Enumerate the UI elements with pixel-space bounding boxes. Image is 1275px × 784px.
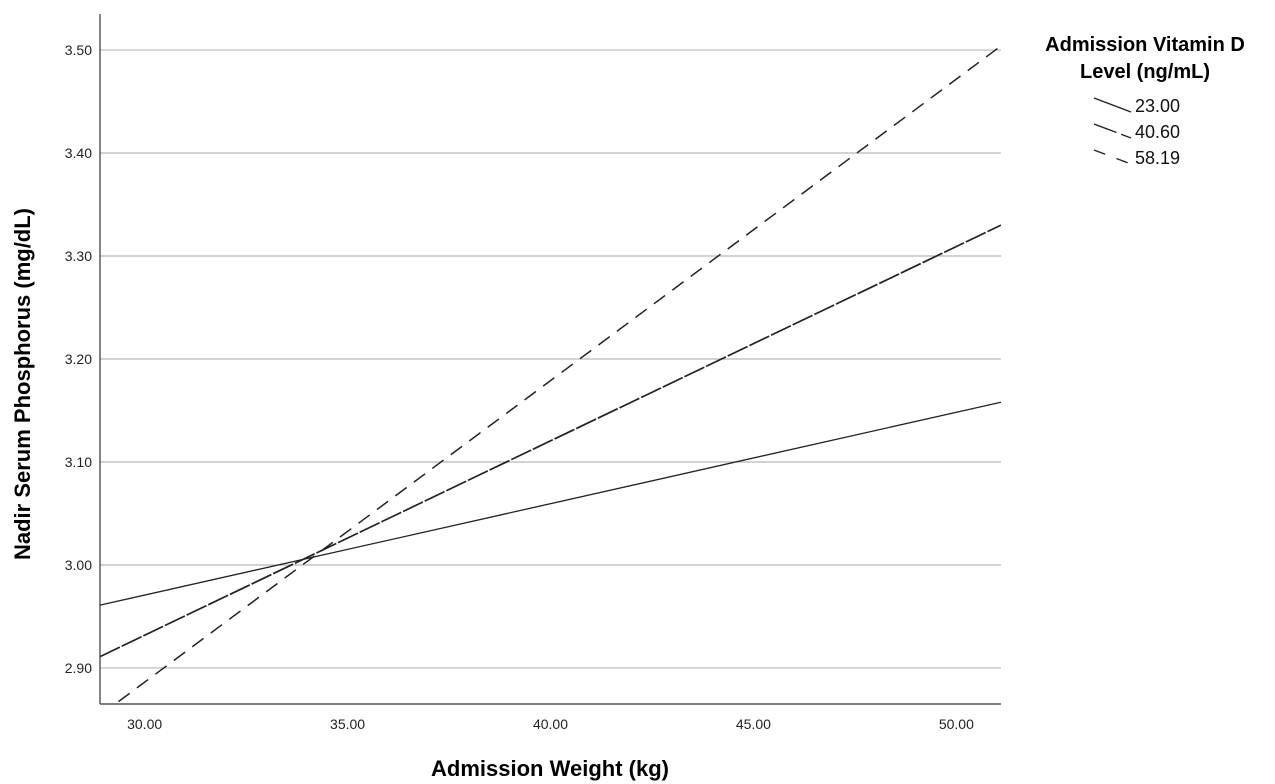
x-tick-label: 45.00	[736, 716, 771, 732]
x-axis-title: Admission Weight (kg)	[431, 756, 669, 781]
legend-swatch-23-00	[1093, 97, 1132, 113]
x-tick-label: 40.00	[533, 716, 568, 732]
legend-swatch-40-60	[1093, 123, 1132, 139]
x-tick-label: 30.00	[127, 716, 162, 732]
legend-title-line-2: Level (ng/mL)	[1080, 61, 1210, 83]
x-tick-label: 35.00	[330, 716, 365, 732]
legend-swatch-58-19	[1093, 149, 1132, 165]
y-tick-label: 3.10	[65, 454, 92, 470]
series-line-23-00	[100, 401, 1001, 606]
legend-items: 23.00 40.60 58.19	[1093, 96, 1180, 168]
y-axis-title: Nadir Serum Phosphorus (mg/dL)	[10, 208, 35, 560]
y-tick-labels: 2.90 3.00 3.10 3.20 3.30 3.40 3.50	[65, 42, 92, 676]
y-tick-label: 3.40	[65, 145, 92, 161]
x-tick-label: 50.00	[939, 716, 974, 732]
gridlines	[100, 49, 1001, 669]
series-line-58-19	[113, 45, 1001, 704]
legend-label: 58.19	[1135, 148, 1180, 168]
axes	[99, 14, 1001, 705]
y-tick-label: 3.20	[65, 351, 92, 367]
series-lines	[100, 45, 1001, 704]
series-line-40-60	[100, 224, 1001, 658]
legend-label: 40.60	[1135, 122, 1180, 142]
legend-title-line-1: Admission Vitamin D	[1045, 34, 1245, 56]
y-tick-label: 3.50	[65, 42, 92, 58]
y-tick-label: 3.00	[65, 557, 92, 573]
legend: Admission Vitamin D Level (ng/mL) 23.00 4…	[1045, 34, 1245, 168]
x-tick-labels: 30.00 35.00 40.00 45.00 50.00	[127, 716, 974, 732]
y-tick-label: 2.90	[65, 660, 92, 676]
legend-label: 23.00	[1135, 96, 1180, 116]
y-tick-label: 3.30	[65, 248, 92, 264]
